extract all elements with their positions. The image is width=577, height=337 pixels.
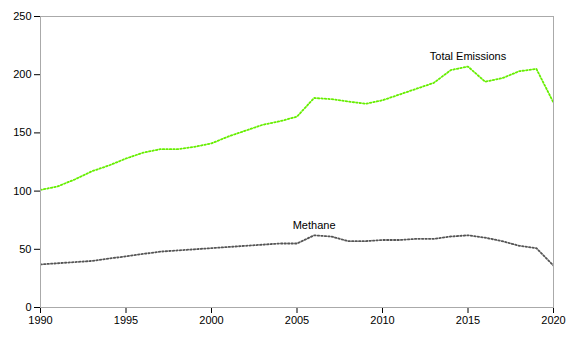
- svg-text:150: 150: [13, 126, 31, 138]
- svg-text:100: 100: [13, 185, 31, 197]
- svg-text:2015: 2015: [456, 314, 480, 326]
- svg-text:Total Emissions: Total Emissions: [430, 50, 507, 62]
- svg-text:2005: 2005: [285, 314, 309, 326]
- svg-text:200: 200: [13, 68, 31, 80]
- svg-text:2000: 2000: [199, 314, 223, 326]
- svg-text:1995: 1995: [114, 314, 138, 326]
- svg-text:0: 0: [25, 301, 31, 313]
- svg-text:2010: 2010: [370, 314, 394, 326]
- svg-text:2020: 2020: [541, 314, 565, 326]
- svg-text:1990: 1990: [28, 314, 52, 326]
- svg-text:50: 50: [19, 243, 31, 255]
- svg-text:Methane: Methane: [293, 219, 336, 231]
- svg-text:250: 250: [13, 10, 31, 22]
